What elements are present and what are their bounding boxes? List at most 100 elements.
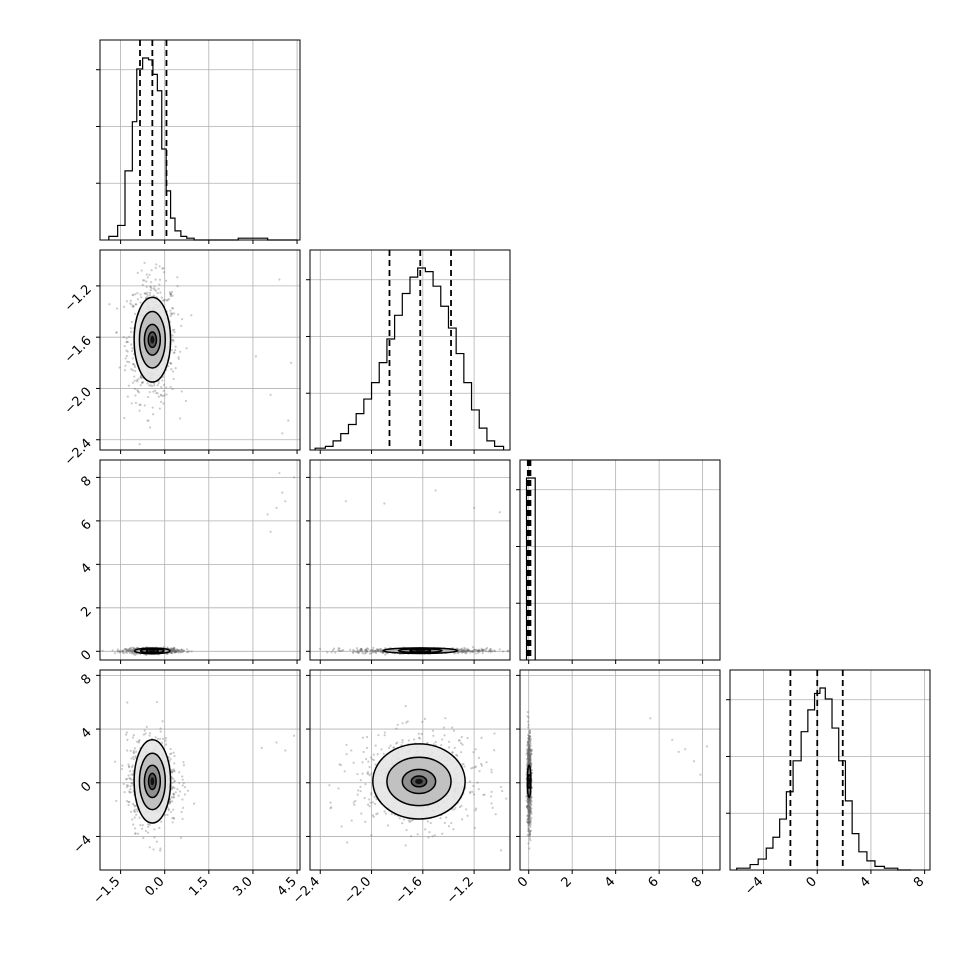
scatter-point — [423, 717, 426, 721]
scatter-point — [529, 738, 533, 741]
scatter-point — [485, 647, 488, 651]
scatter-point — [174, 649, 177, 652]
scatter-point — [169, 752, 172, 756]
scatter-point — [429, 821, 432, 825]
scatter-point — [171, 647, 175, 650]
scatter-point — [129, 810, 133, 813]
scatter-point — [367, 760, 370, 763]
scatter-point — [474, 809, 477, 812]
scatter-point — [172, 649, 175, 652]
scatter-point — [527, 834, 530, 838]
scatter-point — [473, 650, 476, 653]
outlier-point — [254, 355, 257, 358]
scatter-point — [528, 744, 531, 747]
scatter-point — [375, 651, 378, 654]
scatter-point — [527, 813, 530, 816]
scatter-point — [527, 749, 530, 752]
scatter-point — [527, 742, 530, 745]
scatter-point — [169, 361, 172, 365]
scatter-point — [113, 652, 117, 655]
scatter-point — [526, 806, 529, 809]
scatter-point — [377, 734, 380, 737]
scatter-point — [181, 817, 184, 821]
y-tick-label: 4 — [78, 725, 94, 741]
scatter-point — [169, 747, 172, 751]
scatter-point — [374, 744, 377, 747]
scatter-point — [529, 817, 532, 821]
scatter-point — [528, 800, 531, 803]
scatter-point — [527, 824, 530, 827]
scatter-point — [140, 381, 144, 384]
scatter-point — [177, 794, 180, 797]
scatter-point — [488, 649, 491, 652]
scatter-point — [123, 369, 127, 372]
density-peak — [415, 649, 426, 652]
scatter-point — [133, 810, 136, 814]
scatter-point — [145, 280, 148, 283]
scatter-point — [166, 813, 169, 816]
scatter-point — [171, 338, 174, 342]
scatter-point — [444, 717, 447, 720]
scatter-point — [163, 299, 166, 302]
scatter-point — [467, 649, 470, 653]
scatter-point — [116, 648, 119, 651]
scatter-point — [529, 799, 532, 802]
scatter-point — [159, 847, 162, 850]
scatter-point — [527, 744, 530, 748]
scatter-point — [145, 725, 148, 728]
scatter-point — [528, 835, 531, 838]
scatter-point — [127, 361, 131, 364]
scatter-point — [359, 779, 362, 782]
panel-frame — [309, 669, 511, 871]
scatter-point — [459, 650, 462, 653]
outlier-point — [319, 476, 322, 479]
scatter-point — [471, 790, 474, 793]
scatter-point — [125, 733, 128, 736]
scatter-point — [132, 758, 136, 761]
scatter-point — [462, 649, 466, 652]
y-tick-label: 8 — [78, 474, 94, 490]
scatter-point — [124, 778, 128, 781]
scatter-point — [480, 764, 483, 767]
scatter-point — [174, 649, 177, 652]
scatter-point — [164, 739, 167, 742]
scatter-point — [469, 651, 472, 654]
scatter-point — [471, 650, 474, 653]
scatter-point — [380, 650, 383, 653]
scatter-point — [361, 649, 364, 652]
scatter-point — [528, 798, 531, 801]
scatter-point — [377, 649, 380, 652]
scatter-point — [528, 809, 531, 812]
scatter-point — [407, 819, 410, 822]
scatter-point — [124, 648, 127, 651]
scatter-point — [181, 784, 184, 787]
scatter-point — [383, 731, 386, 734]
scatter-point — [146, 831, 150, 834]
scatter-point — [530, 752, 533, 756]
scatter-point — [169, 385, 172, 389]
scatter-point — [474, 648, 477, 651]
scatter-point — [372, 753, 375, 756]
scatter-point — [171, 388, 174, 391]
scatter-point — [154, 278, 157, 281]
scatter-point — [392, 746, 395, 749]
scatter-point — [460, 650, 464, 653]
scatter-point — [170, 652, 174, 655]
scatter-point — [125, 785, 129, 789]
scatter-point — [116, 307, 119, 310]
scatter-point — [527, 761, 530, 765]
panel-content — [100, 460, 300, 660]
scatter-point — [173, 651, 176, 654]
scatter-point — [172, 796, 175, 799]
scatter-point — [182, 761, 185, 764]
scatter-point — [528, 759, 531, 762]
scatter-point — [141, 380, 144, 384]
scatter-point — [159, 393, 162, 396]
scatter-point — [144, 462, 146, 464]
scatter-point — [148, 294, 152, 297]
scatter-point — [498, 648, 501, 651]
scatter-point — [133, 312, 137, 315]
scatter-point — [369, 649, 372, 653]
outlier-point — [281, 491, 284, 494]
scatter-point — [171, 334, 174, 337]
